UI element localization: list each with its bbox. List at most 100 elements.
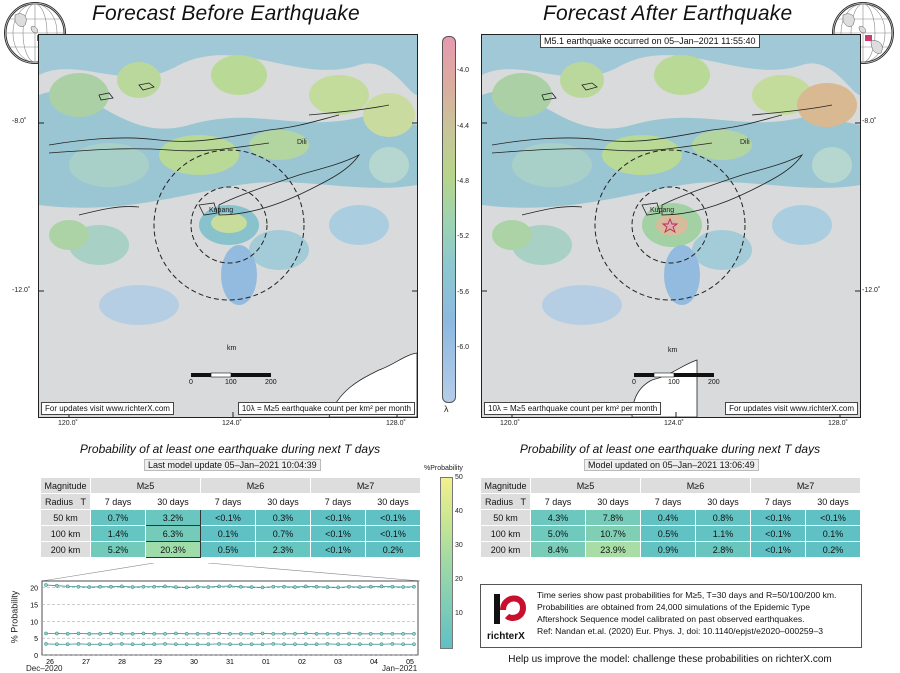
series-point (217, 584, 222, 589)
series-point (130, 642, 135, 647)
series-point (390, 631, 395, 636)
series-point (119, 584, 124, 589)
table-row: 100 km 5.0% 10.7% 0.5% 1.1% <0.1% 0.1% (480, 525, 862, 542)
right-update-label: Model updated on 05–Jan–2021 13:06:49 (584, 459, 759, 471)
right-cell: 4.3% (530, 509, 586, 526)
series-point (195, 642, 200, 647)
right-cell: 0.9% (640, 541, 697, 558)
left-cell: 5.2% (90, 541, 146, 558)
left-cell: 0.5% (200, 541, 257, 558)
right-scale-tick-0: 0 (632, 379, 636, 386)
left-lon-124: 124.0˚ (222, 420, 242, 427)
richterx-logo-icon (494, 594, 527, 624)
right-lon-124: 124.0˚ (664, 420, 684, 427)
series-point (412, 631, 416, 636)
series-point (228, 631, 232, 636)
series-point (314, 642, 319, 647)
series-point (260, 585, 265, 590)
rate-colorbar (442, 36, 456, 403)
series-point (238, 584, 243, 589)
cbar-tick-2: -4.4 (457, 123, 470, 130)
right-cell: 5.0% (530, 525, 586, 542)
prob-tick-30: 30 (455, 542, 463, 549)
right-cell: 23.9% (584, 541, 642, 558)
right-map-title: Forecast After Earthquake (543, 2, 793, 25)
left-cell: 1.4% (90, 525, 146, 542)
left-radius-cell: 100 km (40, 525, 91, 542)
series-point (44, 631, 48, 636)
right-period: 30 days (805, 493, 862, 510)
right-forecast-map[interactable]: M5.1 earthquake occurred on 05–Jan–2021 … (481, 34, 861, 418)
series-point (368, 642, 373, 647)
right-table-subtitle: Probability of at least one earthquake d… (519, 442, 821, 456)
series-point (87, 631, 92, 636)
series-point (347, 631, 351, 636)
left-prob-table: Magnitude M≥5 M≥6 M≥7 Radius T 7 days 30… (40, 477, 422, 558)
feedback-link[interactable]: Help us improve the model: challenge the… (508, 654, 832, 665)
series-point (206, 631, 211, 636)
left-t-label: T (80, 496, 87, 507)
series-point (163, 631, 167, 636)
series-point (228, 642, 232, 647)
left-radius-header: Radius T (40, 493, 91, 510)
left-radius-cell: 50 km (40, 509, 91, 526)
right-url-note[interactable]: For updates visit www.richterX.com (725, 402, 858, 415)
chart-month-left: Dec–2020 (26, 664, 63, 673)
prob-colorbar (440, 477, 453, 649)
left-forecast-map[interactable]: Kupang Dili km 0 100 200 For updates vis… (38, 34, 418, 418)
right-scale-tick-200: 200 (708, 379, 720, 386)
right-cell: 2.8% (695, 541, 752, 558)
series-point (217, 631, 222, 636)
series-point (206, 642, 211, 647)
cbar-label: λ (444, 404, 449, 414)
series-point (293, 642, 297, 647)
series-point (358, 585, 362, 589)
series-point (379, 642, 384, 647)
series-point (260, 631, 265, 636)
info-line-3: Aftershock Sequence model calibrated on … (537, 614, 805, 624)
right-lon-120: 120.0˚ (500, 420, 520, 427)
richterx-logo-text: richterX (487, 631, 525, 642)
left-period: 7 days (200, 493, 257, 510)
series-point (325, 642, 330, 646)
series-point (303, 584, 308, 589)
y-tick-label: 15 (30, 603, 38, 610)
left-url-note[interactable]: For updates visit www.richterX.com (41, 402, 174, 415)
right-t-label: T (520, 496, 527, 507)
prob-tick-40: 40 (455, 508, 463, 515)
left-cell: <0.1% (310, 509, 367, 526)
series-point (141, 642, 146, 647)
right-lambda-note: 10λ = M≥5 earthquake count per km² per m… (484, 402, 662, 415)
series-point (401, 585, 406, 589)
left-mag5: M≥5 (89, 477, 202, 494)
series-point (76, 631, 81, 636)
series-point (152, 642, 157, 647)
series-point (249, 585, 254, 589)
right-scale-tick-100: 100 (668, 379, 680, 386)
x-tick-label: 29 (154, 659, 162, 666)
series-point (336, 642, 341, 647)
series-point (303, 631, 308, 636)
left-cell: <0.1% (365, 525, 422, 542)
table-row: 200 km 8.4% 23.9% 0.9% 2.8% <0.1% 0.2% (480, 541, 862, 558)
table-row: 100 km 1.4% 6.3% 0.1% 0.7% <0.1% <0.1% (40, 525, 422, 542)
left-cell: 6.3% (144, 525, 202, 542)
series-point (65, 584, 70, 589)
series-point (44, 583, 48, 587)
series-point (217, 642, 222, 646)
series-point (401, 642, 406, 647)
series-point (54, 583, 59, 588)
left-cell: 2.3% (255, 541, 312, 558)
x-tick-label: 31 (226, 659, 234, 666)
right-city-label: Kupang (650, 207, 675, 214)
left-scale-tick-200: 200 (265, 379, 277, 386)
right-cell: 10.7% (584, 525, 642, 542)
right-cell: <0.1% (805, 509, 862, 526)
series-point (141, 631, 146, 636)
series-point (109, 642, 113, 647)
cbar-tick-6: -6.0 (457, 344, 470, 351)
series-point (76, 584, 81, 589)
prob-colorbar-label: %Probability (424, 465, 463, 472)
right-radius-label: Radius (484, 496, 513, 507)
cbar-tick-3: -4.8 (457, 178, 470, 185)
